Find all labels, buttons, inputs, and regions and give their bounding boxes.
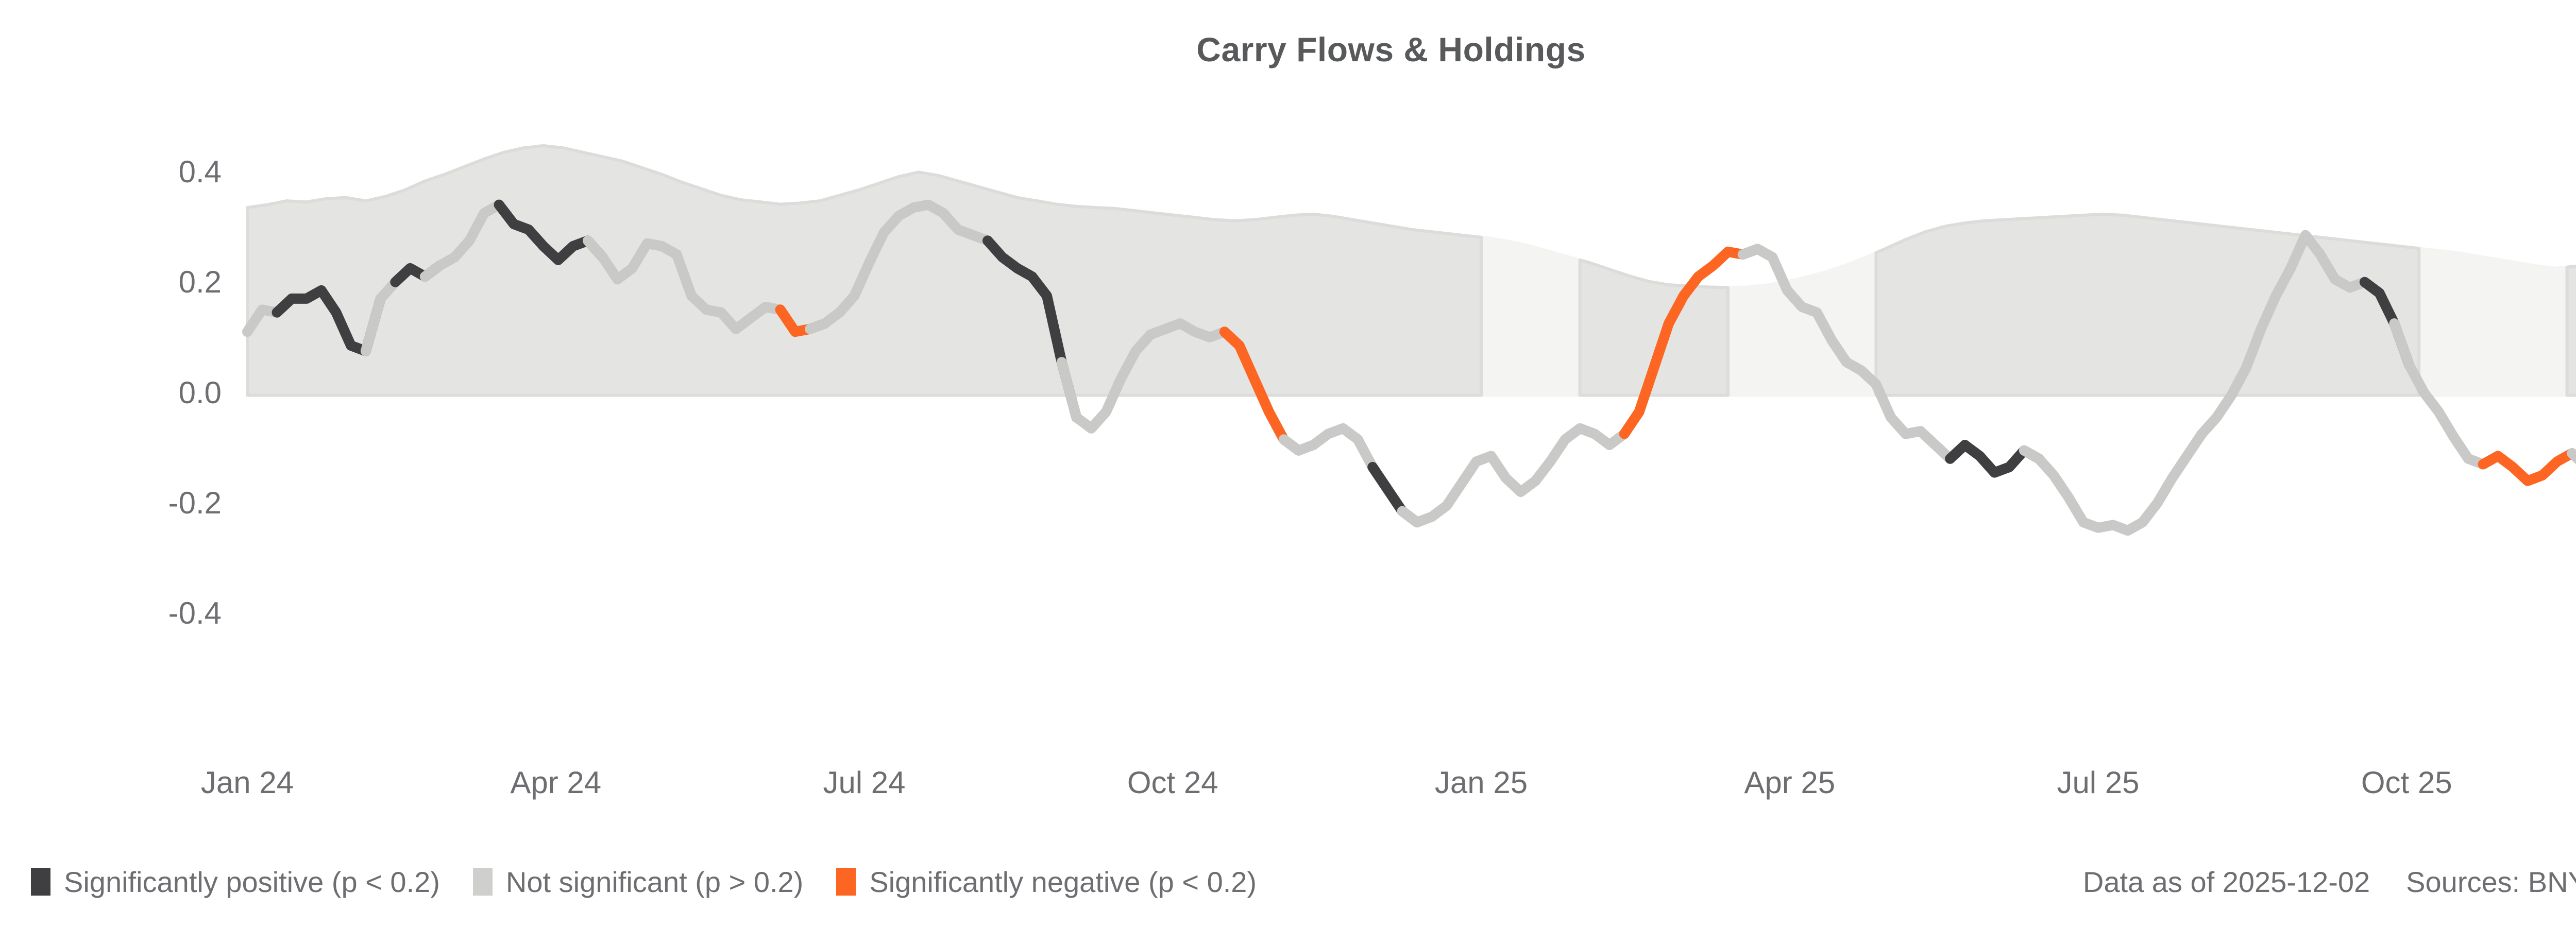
x-axis-tick-label: Oct 24 [1127, 765, 1218, 800]
plot-area [0, 88, 2576, 772]
flows-line-segment-negative [1619, 244, 1763, 439]
data-as-of-label: Data as of 2025-12-02 [2082, 865, 2370, 898]
x-axis-tick-label: Apr 24 [510, 765, 602, 800]
flows-line-segment-neutral [805, 199, 1008, 334]
flows-line-segment-neutral [583, 235, 801, 337]
x-axis-tick-label: Jul 24 [823, 765, 906, 800]
x-axis-tick-label: Oct 25 [2361, 765, 2452, 800]
flows-line-segment-neutral [1397, 406, 1645, 528]
flows-line-segment-negative [2478, 448, 2576, 486]
sources-label: Sources: BNY, WM/Refinitiv [2406, 865, 2576, 898]
x-axis-tick-label: Jul 25 [2057, 765, 2140, 800]
x-axis-tick-label: Jan 25 [1434, 765, 1528, 800]
legend: Significantly positive (p < 0.2) Not sig… [31, 861, 2576, 902]
y-axis-tick-label: -0.2 [168, 485, 222, 520]
x-axis-tick-label: Apr 25 [1744, 765, 1836, 800]
legend-label-negative: Significantly negative (p < 0.2) [869, 865, 1257, 898]
chart-svg [242, 144, 2576, 536]
page-title: Carry Flows & Holdings [1196, 30, 1586, 68]
flows-line-segment-neutral [2567, 448, 2576, 465]
legend-item-significantly-negative[interactable]: Significantly negative (p < 0.2) [836, 865, 1257, 899]
legend-item-significantly-positive[interactable]: Significantly positive (p < 0.2) [31, 865, 440, 899]
legend-label-positive: Significantly positive (p < 0.2) [64, 865, 440, 898]
holdings-significance-band [2565, 264, 2576, 397]
y-axis-tick-label: 0.2 [178, 265, 222, 300]
holdings-significance-band [1874, 212, 2421, 397]
legend-swatch-positive [31, 868, 50, 896]
y-axis-tick-label: 0.4 [178, 154, 222, 189]
legend-item-not-significant[interactable]: Not significant (p > 0.2) [472, 865, 804, 899]
flows-line-segment-neutral [2019, 230, 2385, 536]
y-axis-tick-label: 0.0 [178, 375, 222, 410]
flows-line-segment-neutral [1056, 318, 1245, 434]
legend-label-neutral: Not significant (p > 0.2) [505, 865, 804, 898]
legend-swatch-neutral [472, 868, 493, 896]
flows-line-segment-neutral [1278, 423, 1393, 494]
y-axis-tick-label: -0.4 [168, 596, 222, 631]
legend-swatch-negative [836, 868, 856, 896]
flows-line-segment-neutral [1737, 244, 1970, 464]
x-axis-tick-label: Jan 24 [200, 765, 294, 800]
